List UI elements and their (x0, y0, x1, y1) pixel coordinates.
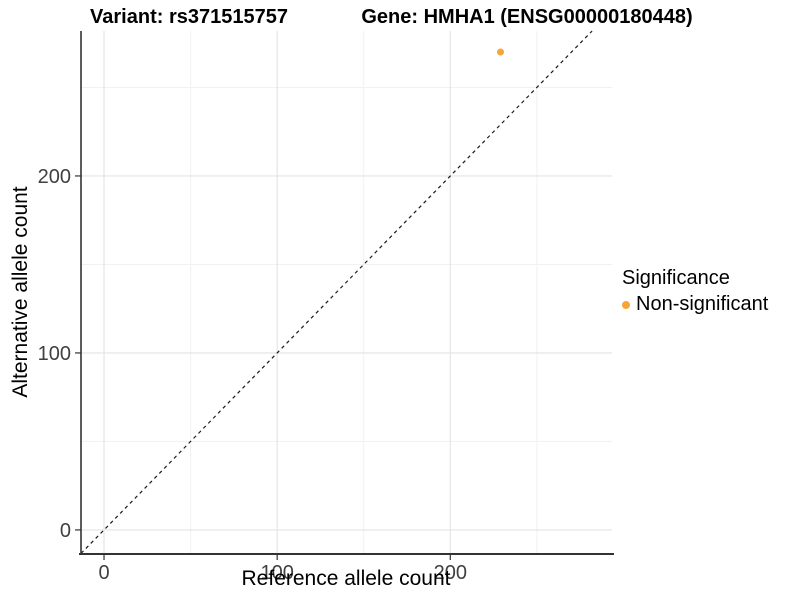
x-tick-label: 0 (98, 562, 109, 584)
legend-marker-circle-icon (622, 300, 630, 309)
y-axis-title: Alternative allele count (9, 186, 32, 398)
data-point (497, 48, 505, 56)
x-tick-label: 100 (260, 562, 293, 584)
identity-dashed-line (80, 30, 593, 554)
x-tick-label: 200 (434, 562, 467, 584)
y-tick-label: 200 (38, 166, 71, 188)
plot-title-variant: Variant: rs371515757 (90, 6, 288, 28)
legend-title: Significance (622, 267, 730, 289)
legend: Significance Non-significant (622, 266, 768, 316)
x-axis-title: Reference allele count (241, 567, 451, 590)
legend-item-label: Non-significant (636, 293, 769, 315)
legend-item-non-significant: Non-significant (622, 293, 768, 316)
y-tick-label: 0 (60, 520, 71, 542)
plot-title-gene: Gene: HMHA1 (ENSG00000180448) (361, 6, 693, 28)
y-tick-label: 100 (38, 343, 71, 365)
